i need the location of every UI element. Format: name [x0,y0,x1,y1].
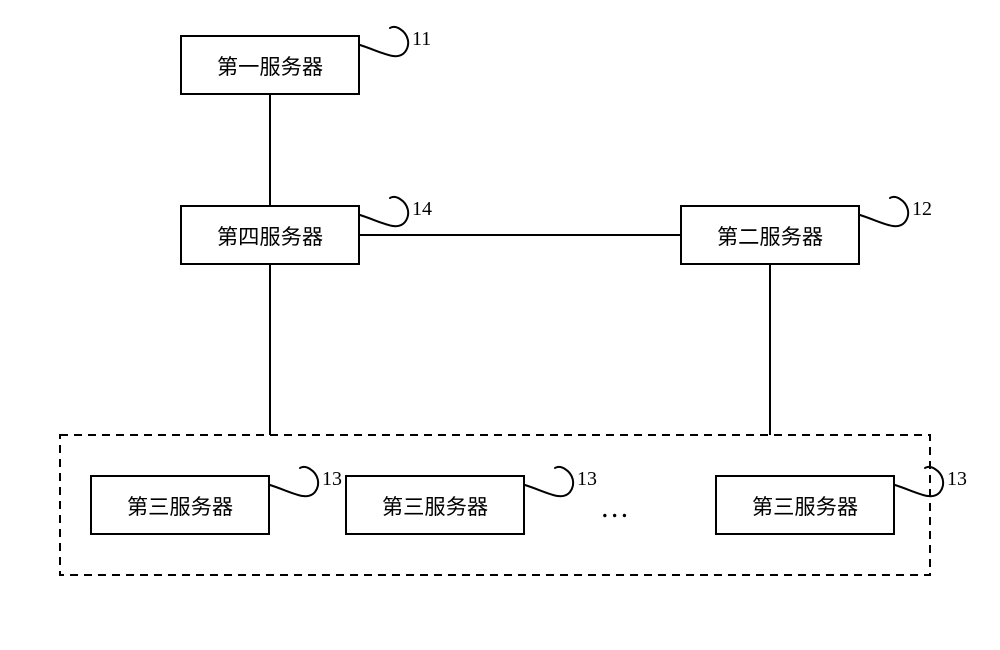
reference-label: 13 [947,468,967,491]
reference-label: 13 [577,468,597,491]
server-node: 第三服务器 [90,475,270,535]
server-node: 第一服务器 [180,35,360,95]
reference-label: 13 [322,468,342,491]
server-node: 第四服务器 [180,205,360,265]
server-node: 第二服务器 [680,205,860,265]
ellipsis: … [600,492,633,525]
server-node: 第三服务器 [345,475,525,535]
reference-label: 11 [412,28,431,51]
diagram-canvas: 11 14 12 13 13 13 第一服务器第四服务器 第二服务器第三服务器 第三服务器 第三服… [0,0,1000,650]
reference-label: 14 [412,198,432,221]
reference-label: 12 [912,198,932,221]
server-node: 第三服务器 [715,475,895,535]
connector-layer [0,0,1000,650]
